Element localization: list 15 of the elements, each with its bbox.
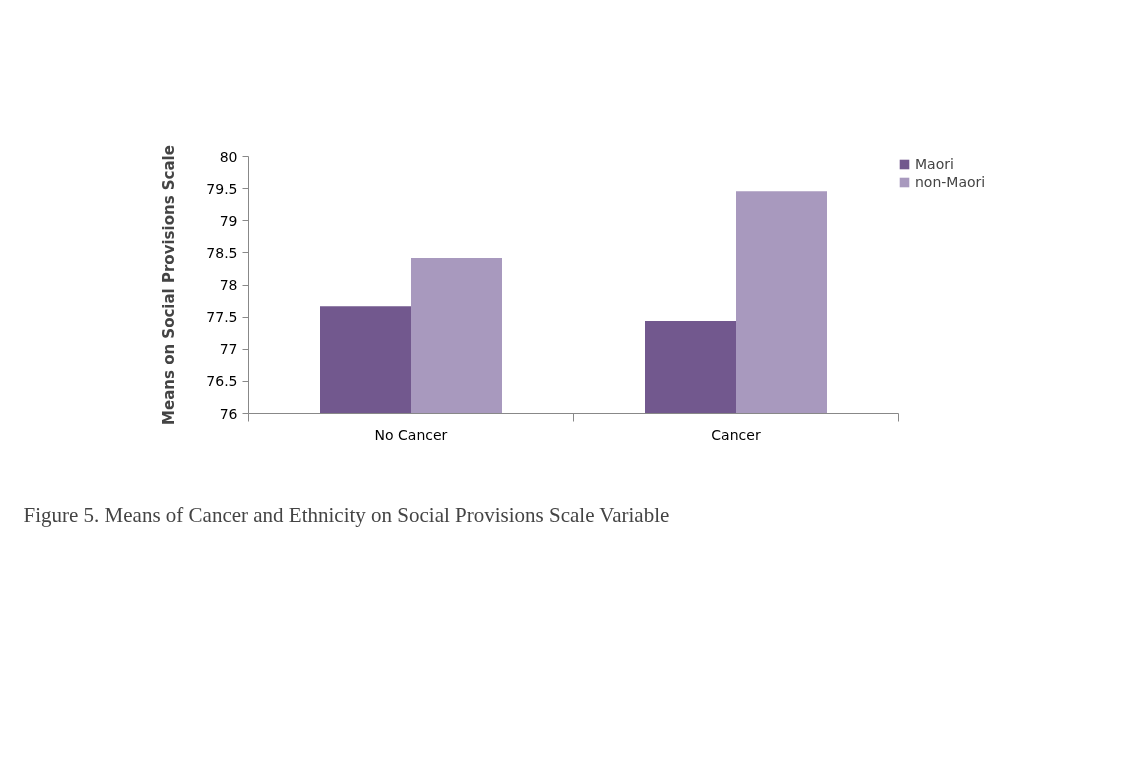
legend-label: non-Maori (915, 174, 987, 190)
y-axis-title: Means on Social Provisions Scale (160, 145, 179, 425)
y-tick-label: 79.5 (206, 180, 238, 197)
y-tick-label: 78.5 (206, 244, 238, 261)
x-tick-label: Cancer (711, 426, 761, 443)
y-tick-label: 78 (219, 277, 238, 293)
y-tick-label: 76 (219, 405, 238, 422)
legend-label: Maori (915, 156, 955, 172)
y-tick-label: 77 (219, 341, 238, 358)
x-tick-label: No Cancer (374, 426, 448, 443)
y-tick-label: 79 (219, 212, 238, 229)
y-tick-label: 77.5 (206, 309, 238, 326)
y-tick-label: 80 (219, 148, 238, 165)
caption: Figure 5. Means of Cancer and Ethnicity on Social Provisions Scale Variable (23, 502, 670, 527)
y-tick-label: 76.5 (206, 373, 238, 390)
